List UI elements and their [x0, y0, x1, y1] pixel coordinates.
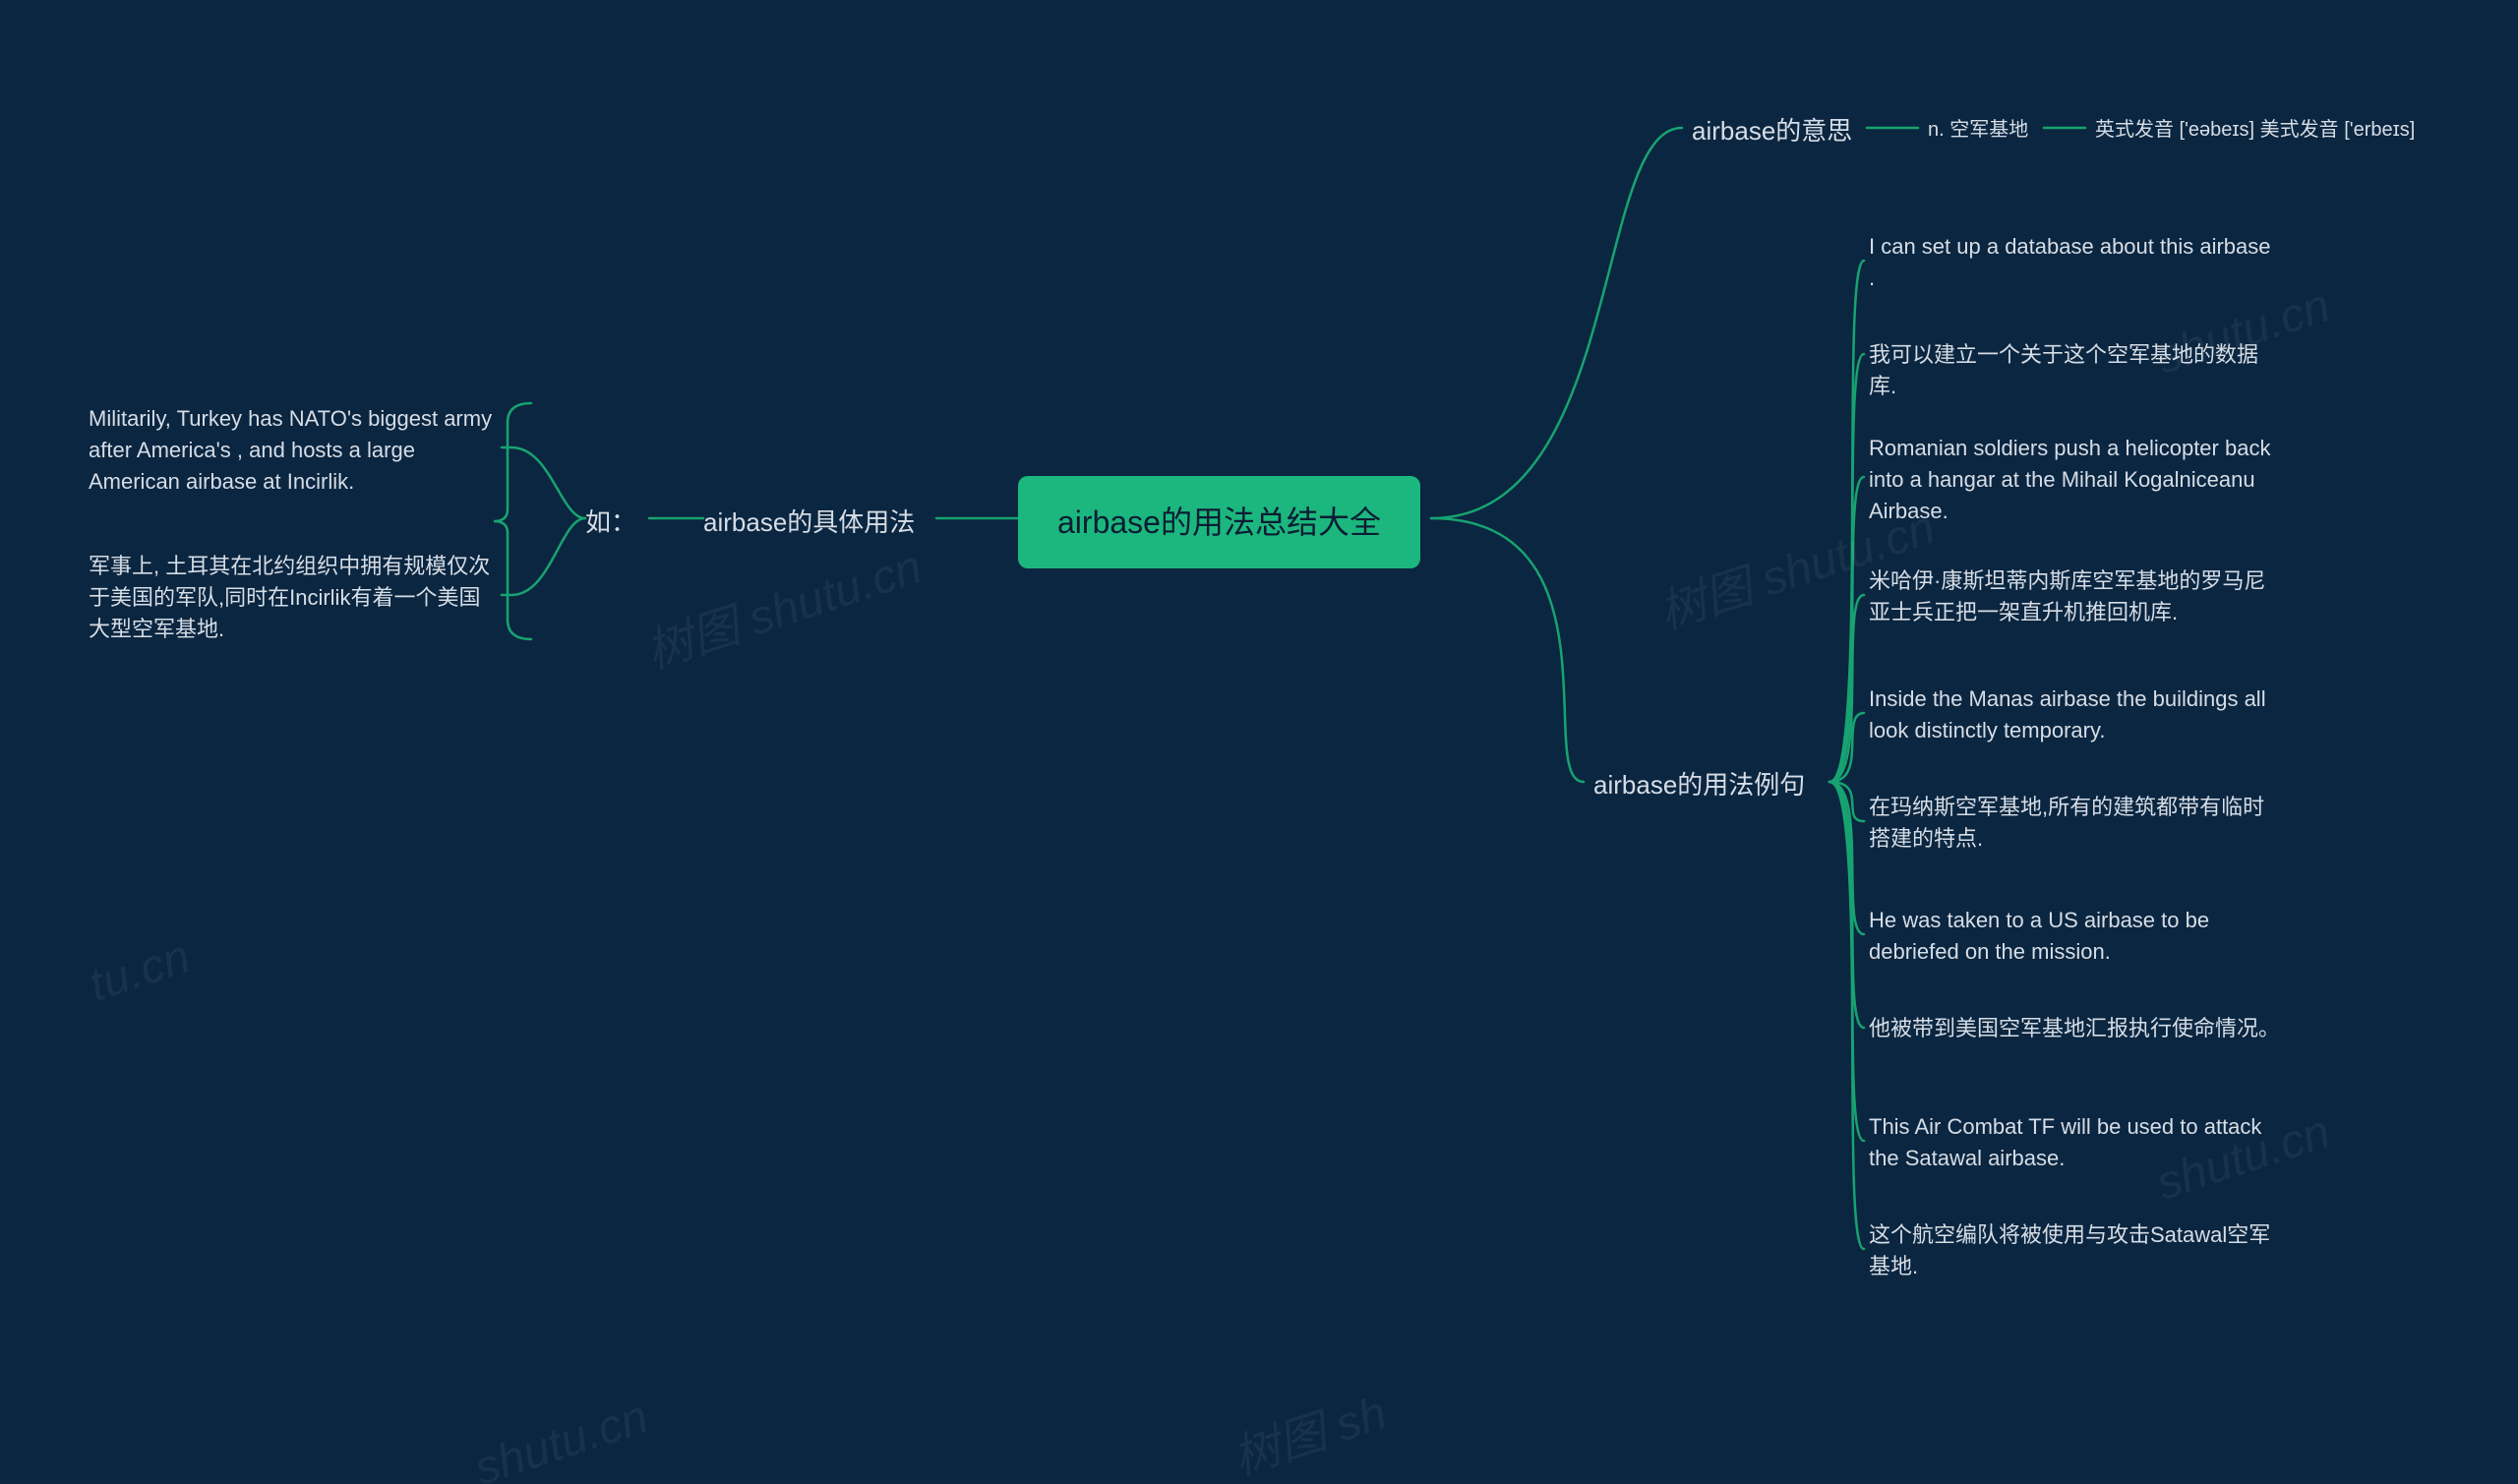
example-leaf: 米哈伊·康斯坦蒂内斯库空军基地的罗马尼亚士兵正把一架直升机推回机库. — [1869, 565, 2282, 628]
branch-meaning[interactable]: airbase的意思 — [1692, 113, 1852, 150]
usage-leaf: Militarily, Turkey has NATO's biggest ar… — [89, 403, 502, 498]
example-leaf: 在玛纳斯空军基地,所有的建筑都带有临时搭建的特点. — [1869, 792, 2282, 855]
example-leaf: Inside the Manas airbase the buildings a… — [1869, 683, 2282, 746]
branch-usage[interactable]: airbase的具体用法 — [703, 505, 915, 542]
example-leaf: 这个航空编队将被使用与攻击Satawal空军基地. — [1869, 1219, 2282, 1282]
branch-examples[interactable]: airbase的用法例句 — [1593, 767, 1805, 804]
example-leaf: 他被带到美国空军基地汇报执行使命情况。 — [1869, 1013, 2282, 1044]
usage-leaf: 军事上, 土耳其在北约组织中拥有规模仅次于美国的军队,同时在Incirlik有着… — [89, 551, 502, 645]
example-leaf: He was taken to a US airbase to be debri… — [1869, 905, 2282, 968]
example-leaf: This Air Combat TF will be used to attac… — [1869, 1111, 2282, 1174]
example-leaf: 我可以建立一个关于这个空军基地的数据库. — [1869, 339, 2282, 402]
root-node[interactable]: airbase的用法总结大全 — [1018, 476, 1420, 568]
meaning-chain-item: 英式发音 ['eəbeɪs] 美式发音 ['erbeɪs] — [2095, 116, 2415, 145]
example-leaf: I can set up a database about this airba… — [1869, 231, 2282, 294]
branch-usage-sub: 如： — [585, 505, 636, 542]
meaning-chain-item: n. 空军基地 — [1928, 116, 2028, 145]
example-leaf: Romanian soldiers push a helicopter back… — [1869, 433, 2282, 527]
